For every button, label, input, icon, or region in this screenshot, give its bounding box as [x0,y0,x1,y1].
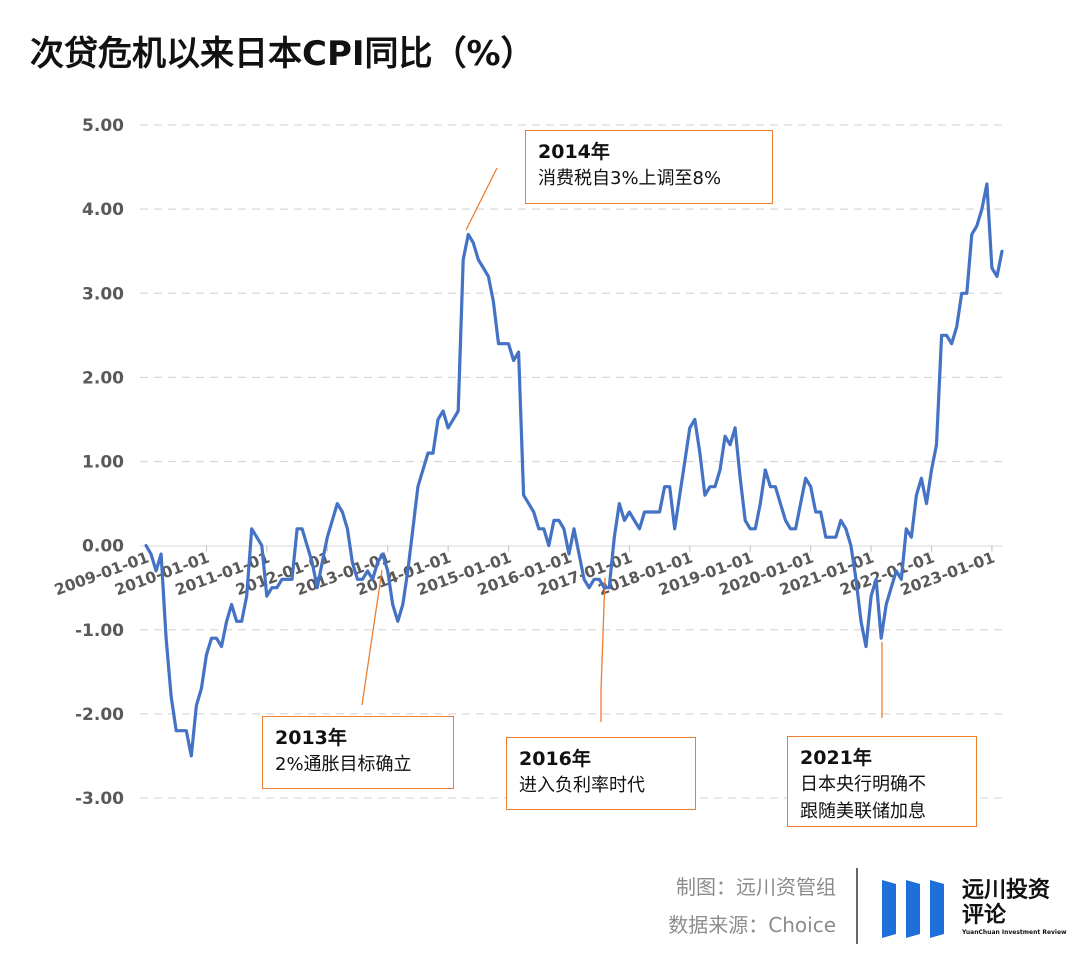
annotation-year: 2013年 [275,727,347,749]
annotation-text: 进入负利率时代 [519,775,645,796]
logo-english-name: YuanChuan Investment Review [962,929,1067,936]
logo-name: 远川投资评论 [962,878,1051,928]
yuanchuan-logo-icon [882,880,944,938]
cpi-yoy-line [144,182,1004,758]
annotation-text: 消费税自3%上调至8% [538,168,722,189]
y-tick-label: 4.00 [82,200,124,220]
y-tick-label: -1.00 [75,621,124,641]
y-tick-label: 0.00 [82,537,124,557]
annotation-text: 日本央行明确不 跟随美联储加息 [800,774,926,822]
annotation-2013: 2013年 2%通胀目标确立 [262,716,454,789]
y-axis-tick-labels: 5.00 4.00 3.00 2.00 1.00 0.00 -1.00 -2.00 -3.00 [75,116,124,809]
annotation-year: 2014年 [538,141,610,163]
y-tick-label: -2.00 [75,705,124,725]
annotation-leader-lines [361,167,883,722]
y-tick-label: 2.00 [82,368,124,388]
y-tick-label: 3.00 [82,284,124,304]
y-tick-label: 5.00 [82,116,124,136]
grid-lines [140,124,1003,799]
chart-title: 次贷危机以来日本CPI同比（%） [30,34,535,74]
annotation-leader-line [465,167,498,231]
annotation-2021: 2021年 日本央行明确不 跟随美联储加息 [787,736,977,827]
line-chart: 5.004.003.002.001.000.00-1.00-2.00-3.00 … [52,116,1004,809]
annotation-2016: 2016年 进入负利率时代 [506,737,696,810]
annotation-leader-line [361,569,383,706]
chart-maker-credit: 制图：远川资管组 [676,875,836,899]
y-tick-label: -3.00 [75,789,124,809]
annotation-year: 2021年 [800,747,872,769]
annotation-text: 2%通胀目标确立 [275,754,412,775]
annotation-year: 2016年 [519,748,591,770]
annotation-2014: 2014年 消费税自3%上调至8% [525,130,773,204]
annotation-leader-line [600,577,606,722]
data-source-credit: 数据来源：Choice [668,913,836,937]
chart-credits: 制图：远川资管组 数据来源：Choice [668,868,836,944]
credit-divider [856,868,858,944]
y-tick-label: 1.00 [82,453,124,473]
